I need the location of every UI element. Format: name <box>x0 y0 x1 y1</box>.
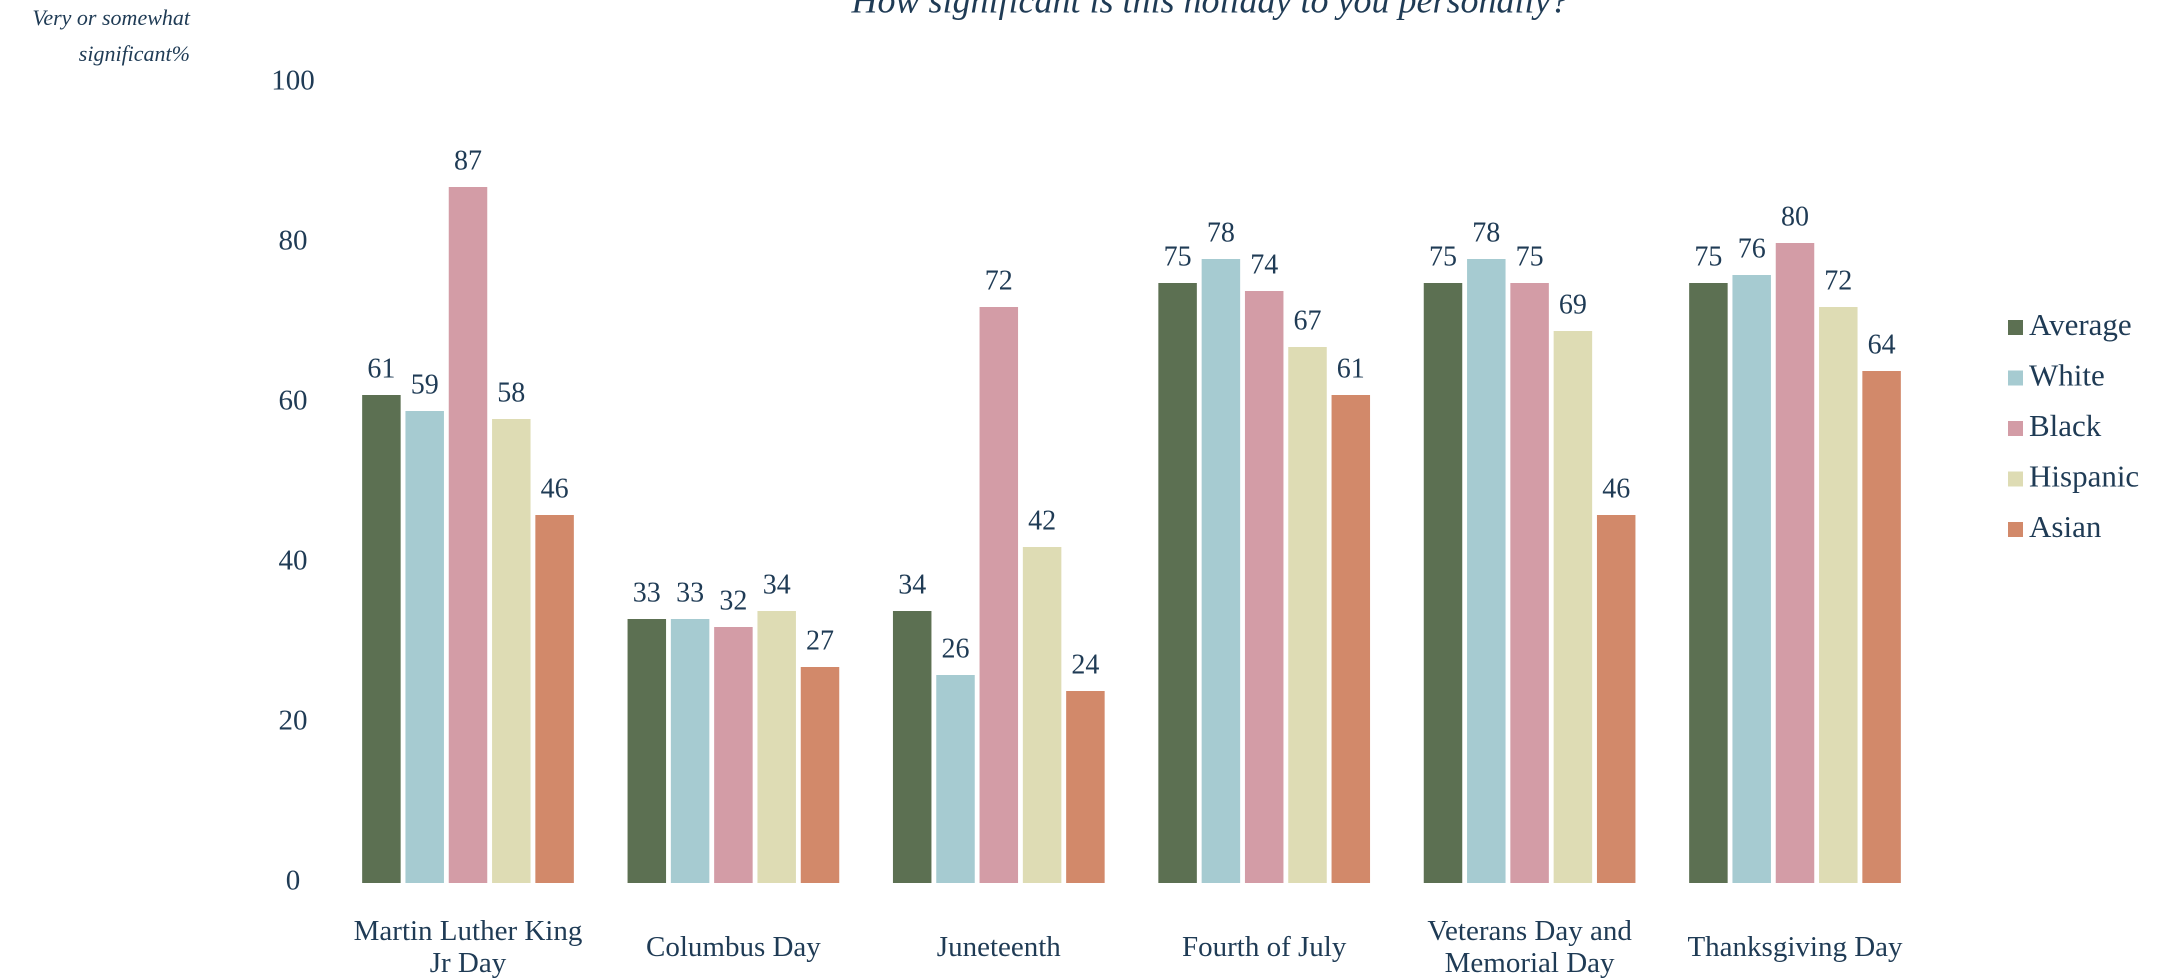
data-label: 34 <box>763 569 791 600</box>
bar <box>800 667 840 883</box>
data-label: 59 <box>411 369 439 400</box>
bar <box>1775 243 1815 883</box>
data-label: 69 <box>1559 289 1587 320</box>
bar <box>1467 259 1506 883</box>
data-label: 78 <box>1207 217 1235 248</box>
legend-label: Black <box>2029 408 2102 443</box>
bar <box>714 627 753 883</box>
bar <box>670 619 710 883</box>
data-label: 67 <box>1294 305 1322 336</box>
bar <box>936 675 975 883</box>
legend-swatch <box>2008 421 2023 436</box>
data-label: 76 <box>1738 233 1766 264</box>
data-label: 42 <box>1028 505 1056 536</box>
bar <box>1331 395 1371 883</box>
legend-label: White <box>2029 358 2105 393</box>
y-tick-label: 80 <box>279 225 308 257</box>
data-label: 78 <box>1472 217 1500 248</box>
data-label: 26 <box>942 633 970 664</box>
legend-swatch <box>2008 370 2023 386</box>
x-tick-label: Martin Luther King Jr Day <box>353 915 583 979</box>
chart-title: How significant is this holiday to you p… <box>851 0 1569 20</box>
data-label: 61 <box>1337 353 1365 384</box>
x-tick-label: Thanksgiving Day <box>1687 931 1903 963</box>
data-label: 58 <box>497 377 525 408</box>
bar <box>1423 283 1463 883</box>
legend-swatch <box>2008 320 2023 335</box>
bar <box>492 419 531 883</box>
data-label: 75 <box>1516 241 1544 272</box>
bar <box>1689 283 1728 883</box>
legend-label: Average <box>2029 307 2132 342</box>
bar <box>1862 371 1901 883</box>
data-label: 75 <box>1429 241 1457 272</box>
bar <box>1022 547 1062 883</box>
bar <box>405 411 444 883</box>
bar <box>1553 331 1593 883</box>
data-label: 46 <box>1602 473 1630 504</box>
bar <box>1510 283 1549 883</box>
bar <box>1201 259 1241 883</box>
bar <box>1244 291 1284 883</box>
data-label: 72 <box>1824 265 1852 296</box>
bar <box>627 619 667 883</box>
data-label: 34 <box>898 569 926 600</box>
data-label: 61 <box>367 353 395 384</box>
bar <box>1288 347 1327 883</box>
y-tick-label: 20 <box>279 705 308 737</box>
data-label: 72 <box>985 265 1013 296</box>
bar <box>1819 307 1858 883</box>
y-tick-label: 0 <box>286 865 301 897</box>
data-label: 24 <box>1071 649 1099 680</box>
data-label: 74 <box>1250 249 1278 280</box>
bar <box>892 611 932 883</box>
y-tick-label: 100 <box>271 65 315 97</box>
data-label: 33 <box>676 577 704 608</box>
data-label: 75 <box>1694 241 1722 272</box>
bar <box>1066 691 1105 883</box>
bar <box>1596 515 1636 883</box>
data-label: 46 <box>541 473 569 504</box>
bar <box>757 611 796 883</box>
y-tick-label: 60 <box>279 385 308 417</box>
legend-swatch <box>2008 522 2023 537</box>
bar <box>362 395 401 883</box>
bar <box>448 187 488 883</box>
x-tick-label: Veterans Day and Memorial Day <box>1427 915 1632 979</box>
y-tick-label: 40 <box>279 545 308 577</box>
legend-label: Hispanic <box>2029 459 2139 494</box>
data-label: 87 <box>454 145 482 176</box>
bar <box>979 307 1019 883</box>
bar <box>1158 283 1197 883</box>
data-label: 33 <box>633 577 661 608</box>
data-label: 80 <box>1781 201 1809 232</box>
legend-swatch <box>2008 471 2023 487</box>
x-tick-label: Juneteenth <box>936 931 1061 963</box>
data-label: 75 <box>1164 241 1192 272</box>
legend-label: Asian <box>2029 509 2102 544</box>
bar <box>1732 275 1771 883</box>
x-tick-label: Columbus Day <box>645 931 821 963</box>
y-axis-title: Very or somewhat significant% <box>32 5 190 66</box>
x-tick-label: Fourth of July <box>1182 931 1347 963</box>
data-label: 27 <box>806 625 834 656</box>
data-label: 64 <box>1868 329 1896 360</box>
bar <box>535 515 574 883</box>
data-label: 32 <box>719 585 747 616</box>
